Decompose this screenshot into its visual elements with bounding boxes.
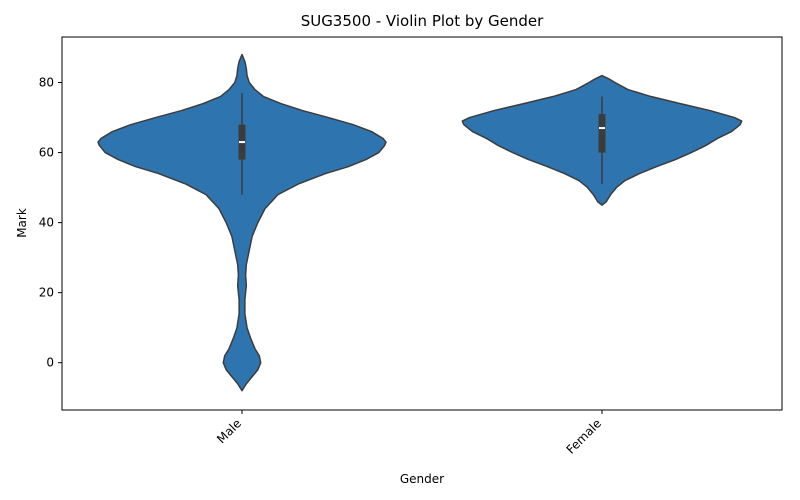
violin-female: [461, 74, 743, 206]
violin-iqr-box: [598, 114, 606, 153]
y-axis-label: Mark: [15, 208, 29, 238]
y-tick-label: 80: [39, 76, 54, 90]
y-tick-label: 40: [39, 216, 54, 230]
violin-male: [97, 53, 387, 392]
plot-frame: [61, 36, 783, 411]
x-tick-label-male: Male: [214, 416, 244, 446]
x-tick-label-female: Female: [564, 416, 605, 457]
y-axis: 0 20 40 60 80: [39, 76, 62, 370]
plot-area: [97, 53, 743, 392]
y-tick-label: 20: [39, 286, 54, 300]
x-axis: Male Female: [214, 410, 604, 457]
y-tick-label: 0: [46, 356, 54, 370]
x-axis-label: Gender: [400, 472, 444, 486]
chart-title: SUG3500 - Violin Plot by Gender: [301, 12, 544, 30]
violin-body: [97, 53, 387, 392]
y-tick-label: 60: [39, 146, 54, 160]
